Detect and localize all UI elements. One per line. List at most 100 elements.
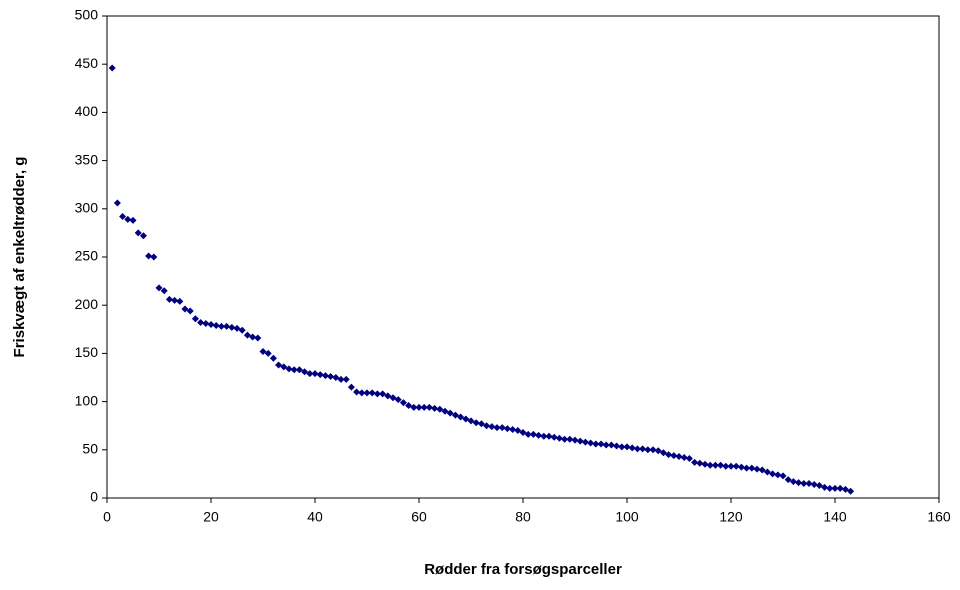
point <box>587 439 595 447</box>
point <box>441 407 449 415</box>
point <box>717 461 725 469</box>
point <box>545 432 553 440</box>
point <box>363 389 371 397</box>
x-tick-label: 0 <box>103 509 111 525</box>
point <box>238 326 246 334</box>
point <box>379 390 387 398</box>
point <box>160 287 168 295</box>
point <box>535 431 543 439</box>
point <box>181 305 189 313</box>
point <box>316 371 324 379</box>
point <box>509 426 517 434</box>
point <box>457 413 465 421</box>
point <box>389 394 397 402</box>
plot-area <box>106 15 940 499</box>
point <box>498 424 506 432</box>
point <box>425 403 433 411</box>
point <box>602 441 610 449</box>
point <box>706 461 714 469</box>
point <box>217 322 225 330</box>
point <box>841 485 849 493</box>
point <box>488 423 496 431</box>
point <box>410 403 418 411</box>
point <box>290 366 298 374</box>
point <box>347 383 355 391</box>
point <box>628 444 636 452</box>
point <box>696 459 704 467</box>
point <box>249 333 257 341</box>
point <box>758 466 766 474</box>
y-axis-label: Friskvægt af enkeltrødder, g <box>11 157 28 358</box>
point <box>202 320 210 328</box>
point <box>306 370 314 378</box>
y-tick-label: 0 <box>90 489 98 505</box>
point <box>462 415 470 423</box>
x-axis-label: Rødder fra forsøgsparceller <box>424 561 622 578</box>
point <box>836 484 844 492</box>
point <box>743 464 751 472</box>
point <box>805 480 813 488</box>
point <box>514 427 522 435</box>
point <box>399 399 407 407</box>
point <box>337 375 345 383</box>
point <box>145 252 153 260</box>
point <box>810 481 818 489</box>
point <box>129 216 137 224</box>
y-tick-label: 150 <box>75 344 99 360</box>
point <box>467 417 475 425</box>
point <box>675 453 683 461</box>
point <box>665 451 673 459</box>
point <box>384 392 392 400</box>
point <box>571 436 579 444</box>
point <box>800 480 808 488</box>
point <box>223 322 231 330</box>
point <box>607 441 615 449</box>
point <box>524 430 532 438</box>
point <box>779 472 787 480</box>
point <box>623 443 631 451</box>
point <box>113 199 121 207</box>
point <box>592 440 600 448</box>
point <box>680 454 688 462</box>
x-tick-label: 60 <box>411 509 427 525</box>
x-tick-label: 100 <box>615 509 639 525</box>
point <box>722 462 730 470</box>
point <box>436 405 444 413</box>
point <box>327 373 335 381</box>
point <box>269 354 277 362</box>
point <box>618 443 626 451</box>
point <box>701 460 709 468</box>
point <box>285 365 293 373</box>
point <box>503 425 511 433</box>
point <box>685 454 693 462</box>
point <box>415 403 423 411</box>
x-tick-label: 120 <box>719 509 743 525</box>
point <box>639 445 647 453</box>
point <box>275 361 283 369</box>
point <box>155 284 163 292</box>
point <box>108 64 116 72</box>
point <box>358 389 366 397</box>
point <box>821 483 829 491</box>
point <box>124 215 132 223</box>
point <box>212 321 220 329</box>
point <box>321 372 329 380</box>
y-tick-label: 200 <box>75 296 99 312</box>
point <box>493 424 501 432</box>
point <box>394 396 402 404</box>
x-tick-label: 160 <box>927 509 951 525</box>
point <box>451 411 459 419</box>
point <box>228 323 236 331</box>
point <box>233 324 241 332</box>
point <box>576 437 584 445</box>
point <box>171 296 179 304</box>
point <box>670 452 678 460</box>
point <box>477 420 485 428</box>
point <box>649 446 657 454</box>
point <box>405 401 413 409</box>
x-tick-label: 80 <box>515 509 531 525</box>
point <box>711 461 719 469</box>
y-tick-label: 100 <box>75 392 99 408</box>
point <box>763 468 771 476</box>
